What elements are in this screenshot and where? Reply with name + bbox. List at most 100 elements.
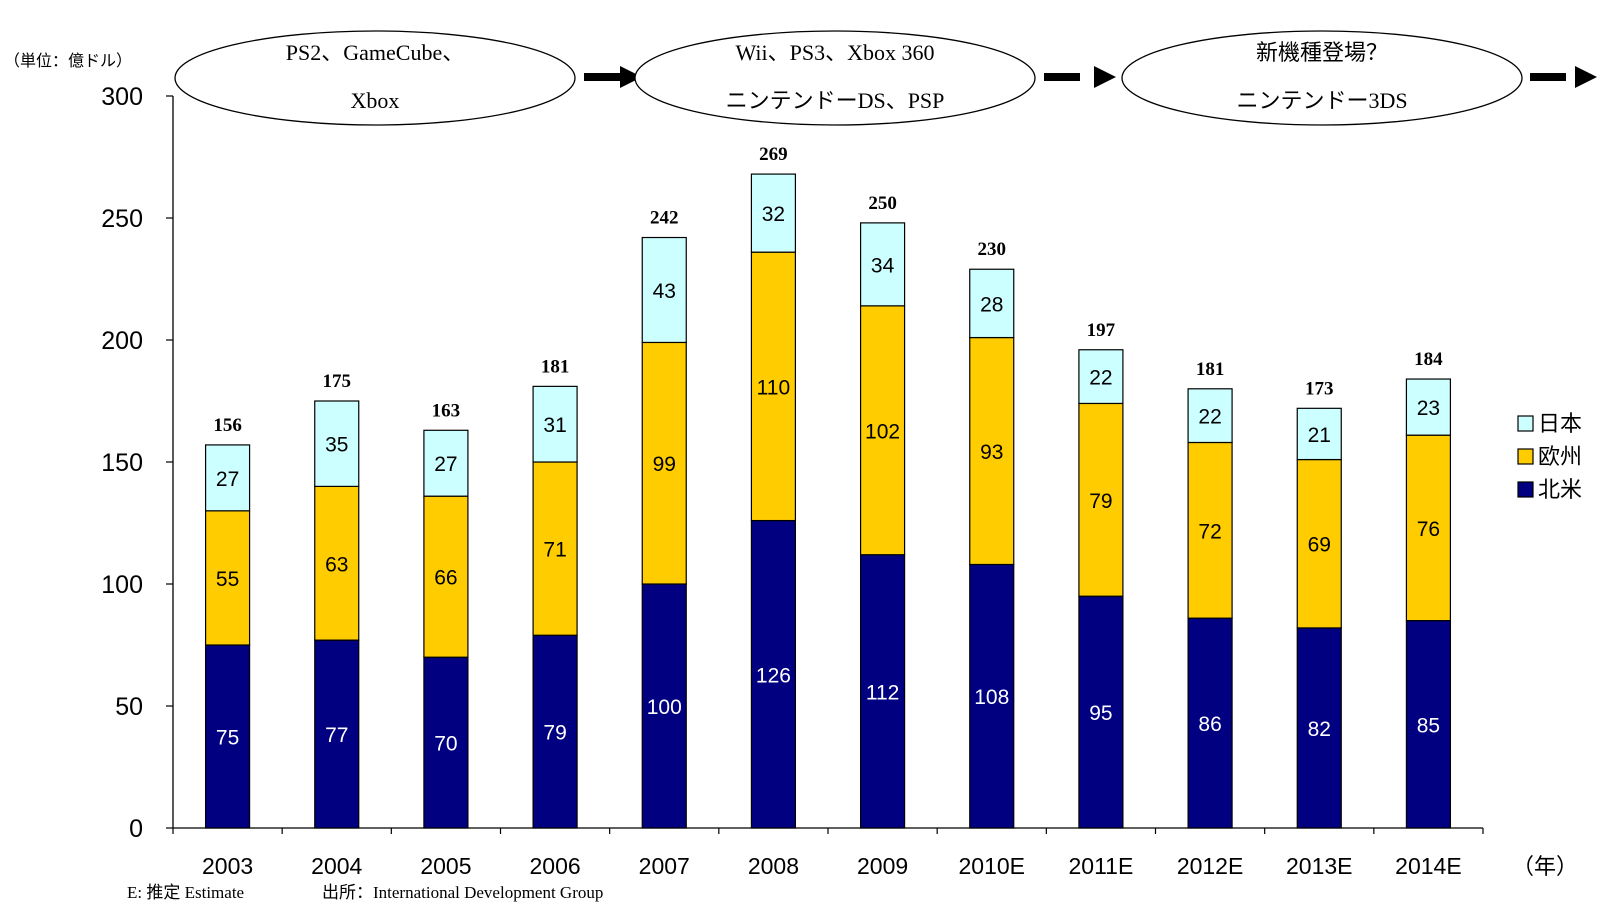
bar-segment-north-america xyxy=(750,519,797,829)
footnote-estimate: E: 推定 Estimate xyxy=(127,883,244,902)
bar-segment-europe xyxy=(1296,458,1342,629)
bar-segment-japan xyxy=(969,268,1015,339)
bar-value-label: 63 xyxy=(325,553,348,576)
bar-segment-japan xyxy=(641,236,687,344)
bar-segment-europe xyxy=(859,305,906,556)
era-arrow-3 xyxy=(1530,66,1597,88)
bar-value-label: 43 xyxy=(653,280,676,303)
bar-segment-north-america xyxy=(532,634,578,829)
bar-segment-europe xyxy=(641,341,687,585)
x-tick-label: 2011E xyxy=(1069,853,1134,879)
legend-swatch-europe xyxy=(1517,448,1534,465)
bar-segment-north-america xyxy=(969,563,1015,829)
bar-total-label: 184 xyxy=(1414,349,1443,370)
bar-value-label: 23 xyxy=(1417,397,1440,420)
bar-total-label: 163 xyxy=(432,400,461,421)
bar-value-label: 95 xyxy=(1089,702,1112,725)
x-tick-label: 2007 xyxy=(639,853,690,879)
bar-segment-north-america xyxy=(1187,617,1233,829)
legend: 日本 欧州 北米 xyxy=(1517,411,1582,502)
era-group-1: PS2、GameCube、 Xbox xyxy=(174,30,576,126)
y-tick-label: 200 xyxy=(101,327,143,355)
bar-segment-europe xyxy=(423,495,469,658)
y-tick-label: 250 xyxy=(101,205,143,233)
x-tick-label: 2005 xyxy=(420,853,471,879)
bar-segment-europe xyxy=(204,510,251,646)
bar-segment-north-america xyxy=(859,554,906,829)
era-label-line2: ニンテンドー3DS xyxy=(1236,88,1407,113)
era-arrow-1 xyxy=(584,66,642,88)
y-tick-label: 150 xyxy=(101,449,143,477)
bar-segment-europe xyxy=(1078,402,1124,597)
era-label-line1: Wii、PS3、Xbox 360 xyxy=(736,40,935,65)
bar-total-label: 269 xyxy=(759,144,788,165)
bar-value-label: 55 xyxy=(216,568,239,591)
bar-value-label: 22 xyxy=(1089,367,1112,390)
bar-segment-north-america xyxy=(423,656,469,829)
bar-segment-europe xyxy=(1405,434,1452,622)
era-ellipse xyxy=(634,30,1036,126)
bar-segment-north-america xyxy=(204,644,251,829)
bar-segment-japan xyxy=(1405,378,1452,436)
bar-segment-japan xyxy=(1296,407,1342,461)
bar-total-label: 156 xyxy=(213,415,242,436)
y-tick-label: 0 xyxy=(129,815,143,843)
bar-value-label: 27 xyxy=(216,468,239,491)
bar-value-label: 28 xyxy=(980,293,1003,316)
x-tick-label: 2003 xyxy=(202,853,253,879)
bar-value-label: 77 xyxy=(325,724,348,747)
era-label-line1: PS2、GameCube、 xyxy=(286,40,464,65)
bar-value-label: 69 xyxy=(1308,534,1331,557)
bars xyxy=(204,173,1452,829)
x-tick-label: 2013E xyxy=(1286,853,1353,879)
bar-segment-north-america xyxy=(1078,595,1124,829)
bar-value-label: 72 xyxy=(1198,520,1221,543)
bar-segment-north-america xyxy=(314,639,360,829)
bar-value-label: 82 xyxy=(1308,718,1331,741)
bar-segment-japan xyxy=(423,429,469,497)
bar-value-label: 99 xyxy=(653,453,676,476)
legend-label-north-america: 北米 xyxy=(1538,477,1582,502)
bar-segment-japan xyxy=(859,222,906,307)
bar-value-label: 110 xyxy=(757,376,790,399)
bar-value-label: 70 xyxy=(434,733,457,756)
bar-value-label: 35 xyxy=(325,434,348,457)
bar-total-label: 250 xyxy=(868,193,897,214)
bar-segment-japan xyxy=(1187,388,1233,444)
data-labels: 75 55 27 156 77 63 35 175 70 66 27 163 79 71 31 181 100 9… xyxy=(213,144,1443,756)
bar-total-label: 197 xyxy=(1087,320,1116,341)
bar-value-label: 100 xyxy=(647,696,682,719)
bar-segment-japan xyxy=(314,400,360,488)
x-tick-label: 2006 xyxy=(529,853,580,879)
bar-value-label: 21 xyxy=(1308,424,1331,447)
bar-value-label: 126 xyxy=(756,664,791,687)
legend-label-europe: 欧州 xyxy=(1538,444,1582,469)
x-tick-label: 2009 xyxy=(857,853,908,879)
legend-item-europe: 欧州 xyxy=(1517,444,1582,469)
era-label-line1: 新機種登場？ xyxy=(1256,40,1388,65)
y-tick-label: 300 xyxy=(101,83,143,111)
bar-value-label: 79 xyxy=(1089,490,1112,513)
bar-value-label: 66 xyxy=(434,567,457,590)
bar-total-label: 173 xyxy=(1305,378,1334,399)
x-tick-label: 2008 xyxy=(748,853,799,879)
bar-segment-japan xyxy=(750,173,797,253)
bar-value-label: 75 xyxy=(216,727,239,750)
bar-value-label: 71 xyxy=(543,539,566,562)
bar-value-label: 76 xyxy=(1417,518,1440,541)
legend-item-japan: 日本 xyxy=(1517,411,1582,436)
era-label-line2: ニンテンドーDS、PSP xyxy=(726,88,945,113)
axes: 0 50 100 150 200 250 300 2003 2004 2005 2006 2007 20… xyxy=(101,83,1484,879)
bar-segment-japan xyxy=(1078,349,1124,405)
bar-total-label: 175 xyxy=(323,371,352,392)
y-tick-label: 50 xyxy=(115,693,143,721)
bar-segment-europe xyxy=(750,251,797,522)
bar-value-label: 108 xyxy=(974,686,1009,709)
bar-total-label: 230 xyxy=(978,239,1007,260)
era-label-line2: Xbox xyxy=(351,88,400,113)
footnote-source: 出所：International Development Group xyxy=(322,883,603,902)
x-tick-label: 2010E xyxy=(958,853,1025,879)
bar-value-label: 85 xyxy=(1417,714,1440,737)
bar-value-label: 102 xyxy=(865,420,900,443)
